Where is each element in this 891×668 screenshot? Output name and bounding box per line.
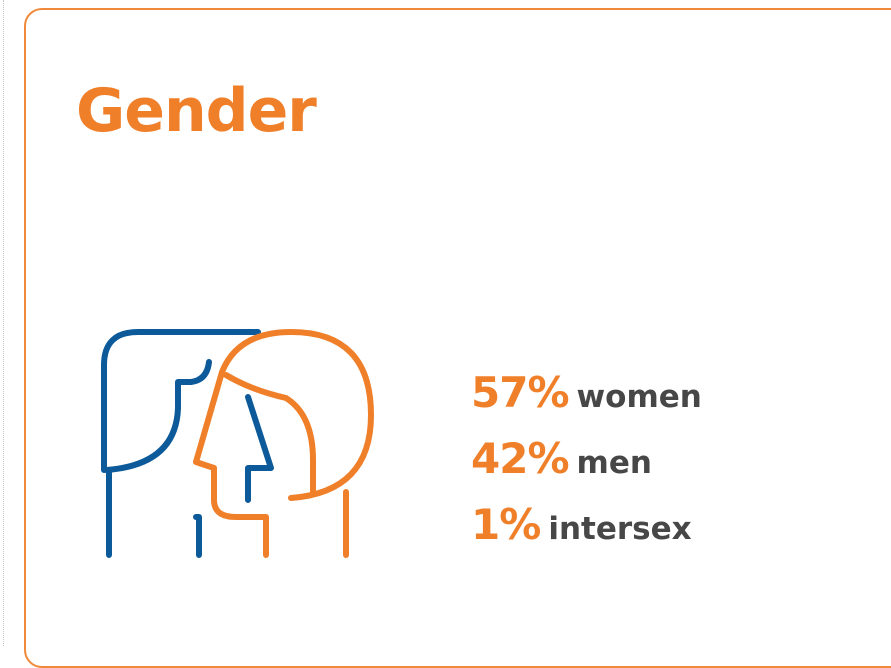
stat-row: 1% intersex: [471, 492, 702, 558]
male-outline: [101, 329, 274, 558]
female-outline: [193, 329, 374, 558]
stat-percent: 1%: [471, 500, 541, 549]
card-title: Gender: [76, 76, 317, 146]
dotted-edge: [3, 0, 4, 646]
stat-label: women: [576, 379, 702, 415]
stats: 57% women 42% men 1% intersex: [471, 360, 702, 558]
stat-percent: 42%: [471, 434, 570, 483]
gender-icon: [101, 329, 374, 558]
stat-percent: 57%: [471, 368, 570, 417]
stat-label: men: [576, 445, 652, 481]
stat-label: intersex: [548, 511, 692, 547]
card: Gender: [24, 8, 891, 668]
stat-row: 57% women: [471, 360, 702, 426]
stat-row: 42% men: [471, 426, 702, 492]
